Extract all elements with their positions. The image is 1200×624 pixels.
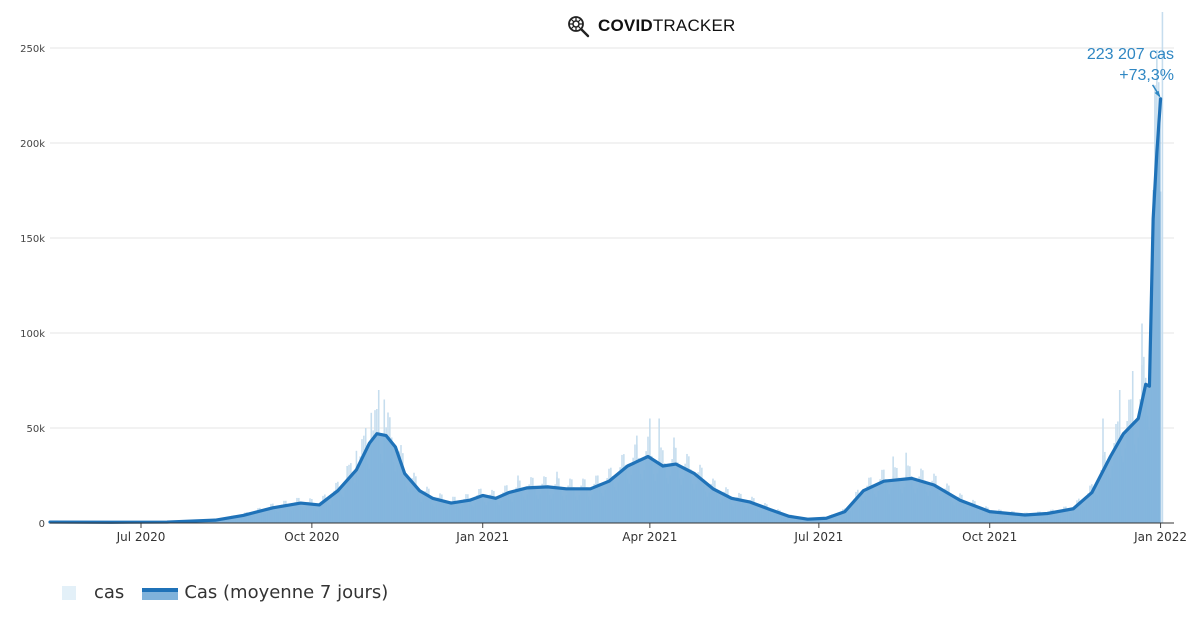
legend-bar-swatch[interactable] xyxy=(62,585,76,600)
annotation-arrow-head xyxy=(1154,90,1161,98)
latest-value-annotation: 223 207 cas +73,3% xyxy=(1087,44,1174,86)
brand-title-regular: TRACKER xyxy=(652,16,736,35)
y-tick-labels: 0 50k 100k 150k 200k 250k xyxy=(20,44,45,530)
x-tick-label: Oct 2021 xyxy=(962,530,1017,544)
grid-lines xyxy=(50,47,1174,429)
area-layer xyxy=(50,98,1161,523)
line-layer xyxy=(48,97,1163,524)
x-tick-label: Jul 2020 xyxy=(116,530,166,544)
x-tick-label: Jan 2021 xyxy=(455,530,509,544)
y-tick-label: 150k xyxy=(20,234,45,245)
x-tick-label: Oct 2020 xyxy=(284,530,339,544)
brand-header: COVIDTRACKER xyxy=(566,14,735,38)
daily-bar xyxy=(1161,12,1164,523)
y-tick-label: 0 xyxy=(39,519,45,530)
brand-title-bold: COVID xyxy=(598,16,653,35)
axis-layer xyxy=(50,522,1174,528)
legend-bar-label[interactable]: cas xyxy=(94,582,125,603)
annotation-cases: 223 207 cas xyxy=(1086,46,1174,63)
y-tick-label: 200k xyxy=(20,139,45,150)
x-tick-labels: Jul 2020 Oct 2020 Jan 2021 Apr 2021 Jul 2021… xyxy=(116,530,1187,544)
annotation-change: +73,3% xyxy=(1119,67,1174,84)
x-tick-label: Jan 2022 xyxy=(1133,530,1187,544)
x-tick-label: Apr 2021 xyxy=(622,530,677,544)
bars-layer xyxy=(49,12,1164,524)
moving-average-area xyxy=(50,98,1161,523)
legend: cas Cas (moyenne 7 jours) xyxy=(62,582,388,603)
x-tick-label: Jul 2021 xyxy=(793,530,843,544)
annotation-arrow xyxy=(1151,84,1161,98)
moving-average-line xyxy=(48,97,1163,524)
legend-line-label[interactable]: Cas (moyenne 7 jours) xyxy=(184,582,389,603)
brand-title: COVIDTRACKER xyxy=(598,16,735,36)
y-tick-label: 100k xyxy=(20,329,45,340)
y-tick-label: 50k xyxy=(26,424,45,435)
legend-line-swatch[interactable] xyxy=(142,585,179,601)
y-tick-label: 250k xyxy=(20,44,45,55)
virus-magnifier-icon xyxy=(568,16,590,38)
